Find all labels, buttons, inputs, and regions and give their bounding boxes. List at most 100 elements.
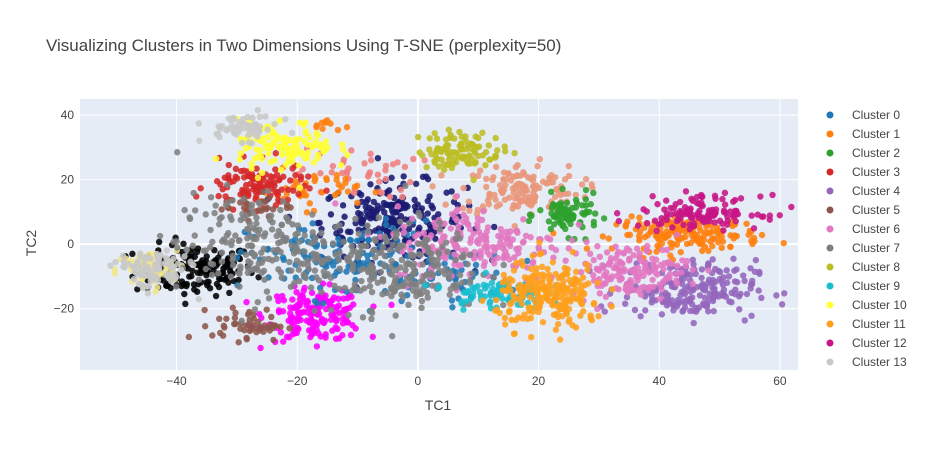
legend-label: Cluster 1 — [852, 127, 900, 141]
data-point — [292, 171, 299, 179]
data-point — [299, 151, 306, 158]
data-point — [557, 200, 565, 207]
data-point — [301, 248, 308, 255]
legend-item[interactable]: Cluster 8 — [826, 260, 901, 274]
data-point — [216, 221, 223, 228]
data-point — [441, 266, 449, 274]
data-point — [603, 249, 611, 256]
data-point — [306, 185, 313, 192]
data-point — [215, 192, 222, 200]
data-point — [197, 264, 205, 271]
data-point — [319, 260, 326, 267]
legend-item[interactable]: Cluster 11 — [826, 317, 907, 331]
data-point — [669, 240, 677, 248]
data-point — [427, 225, 435, 232]
data-point — [551, 193, 559, 200]
data-point — [379, 278, 387, 285]
data-point — [600, 272, 608, 279]
data-point — [645, 286, 652, 294]
data-point — [358, 218, 365, 225]
data-point — [501, 314, 509, 322]
data-point — [448, 297, 456, 304]
legend-item[interactable]: Cluster 0 — [826, 108, 901, 122]
legend-item[interactable]: Cluster 13 — [826, 355, 908, 369]
data-point — [511, 195, 519, 202]
data-point — [107, 262, 114, 269]
data-point — [615, 217, 623, 225]
data-point — [400, 229, 407, 237]
data-point — [265, 133, 272, 141]
data-point — [458, 279, 466, 286]
legend-marker — [826, 320, 834, 328]
data-point — [191, 232, 198, 239]
data-point — [388, 257, 395, 265]
data-point — [272, 150, 279, 157]
data-point — [283, 333, 291, 341]
data-point — [288, 267, 295, 274]
data-point — [547, 188, 555, 196]
data-point — [275, 227, 282, 235]
data-point — [588, 316, 596, 324]
data-point — [740, 272, 747, 279]
data-point — [434, 256, 441, 263]
data-point — [701, 243, 709, 251]
data-point — [658, 286, 665, 293]
data-point — [255, 318, 262, 326]
data-point — [409, 271, 416, 278]
data-point — [310, 159, 317, 166]
data-point — [607, 255, 615, 262]
data-point — [209, 332, 216, 339]
legend-marker — [826, 358, 834, 366]
data-point — [507, 228, 514, 235]
data-point — [319, 125, 326, 132]
data-point — [443, 239, 450, 246]
data-point — [636, 214, 643, 221]
data-point — [145, 283, 153, 290]
legend-item[interactable]: Cluster 6 — [826, 222, 901, 236]
data-point — [623, 280, 630, 288]
data-point — [523, 283, 531, 290]
legend-item[interactable]: Cluster 12 — [826, 336, 908, 350]
legend-marker — [826, 111, 834, 119]
legend-item[interactable]: Cluster 10 — [826, 298, 908, 312]
legend-item[interactable]: Cluster 9 — [826, 279, 901, 293]
data-point — [578, 283, 585, 291]
data-point — [190, 261, 197, 269]
data-point — [302, 119, 309, 126]
legend-item[interactable]: Cluster 1 — [826, 127, 901, 141]
legend-item[interactable]: Cluster 2 — [826, 146, 901, 160]
data-point — [494, 147, 501, 154]
data-point — [418, 290, 425, 297]
data-point — [357, 242, 364, 250]
data-point — [335, 256, 343, 264]
legend-item[interactable]: Cluster 3 — [826, 165, 901, 179]
data-point — [296, 300, 303, 307]
data-point — [285, 157, 293, 164]
data-point — [487, 289, 495, 296]
data-point — [432, 263, 439, 270]
data-point — [536, 155, 543, 163]
legend-item[interactable]: Cluster 4 — [826, 184, 901, 198]
data-point — [265, 295, 273, 302]
data-point — [238, 139, 246, 147]
data-point — [560, 205, 568, 212]
data-point — [670, 307, 677, 314]
data-point — [399, 282, 407, 290]
data-point — [406, 239, 413, 246]
data-point — [748, 312, 755, 320]
data-point — [573, 199, 581, 207]
data-point — [623, 245, 631, 252]
data-point — [572, 268, 580, 275]
data-point — [594, 243, 601, 250]
data-point — [475, 152, 482, 160]
legend-item[interactable]: Cluster 7 — [826, 241, 901, 255]
data-point — [264, 324, 271, 331]
data-point — [499, 279, 507, 286]
legend-item[interactable]: Cluster 5 — [826, 203, 901, 217]
data-point — [272, 188, 279, 196]
data-point — [630, 266, 637, 273]
data-point — [492, 307, 499, 314]
data-point — [422, 237, 430, 244]
data-point — [444, 248, 451, 255]
data-point — [481, 285, 489, 292]
